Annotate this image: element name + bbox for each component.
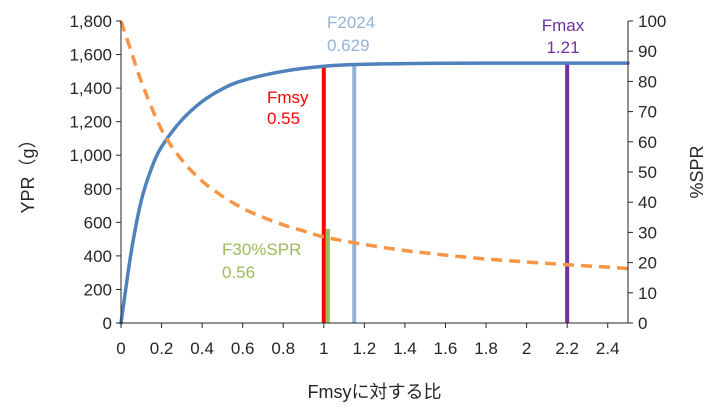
x-tick-label: 1.2 [353, 339, 377, 358]
y2-tick-label: 70 [638, 103, 657, 122]
y2-tick-label: 30 [638, 223, 657, 242]
annotation-label: F2024 [327, 13, 375, 32]
spr-dashed-line [119, 20, 629, 271]
x-tick-label: 0.4 [190, 339, 214, 358]
y2-axis-title: %SPR [687, 145, 707, 198]
x-tick-label: 1 [319, 339, 328, 358]
y2-tick-label: 80 [638, 72, 657, 91]
annotation-label: F30%SPR [222, 240, 301, 259]
x-tick-label: 0.2 [150, 339, 174, 358]
annotation-value: 0.56 [222, 263, 255, 282]
x-tick-label: 2 [522, 339, 531, 358]
x-tick-label: 0.8 [271, 339, 295, 358]
y2-tick-label: 100 [638, 12, 666, 31]
x-tick-label: 1.8 [474, 339, 498, 358]
axes [116, 20, 633, 328]
y-axis-title: YPR（g） [18, 130, 38, 213]
y2-tick-label: 10 [638, 284, 657, 303]
x-axis-title: Fmsyに対する比 [308, 382, 442, 402]
series-lines [119, 20, 630, 325]
reference-lines [321, 63, 570, 323]
tick-labels: 02004006008001,0001,2001,4001,6001,80001… [69, 12, 666, 358]
y2-tick-label: 50 [638, 163, 657, 182]
y-tick-label: 1,400 [69, 79, 112, 98]
y2-tick-label: 20 [638, 254, 657, 273]
y-tick-label: 0 [103, 314, 112, 333]
y-tick-label: 1,600 [69, 46, 112, 65]
annotation-value: 1.21 [546, 38, 579, 57]
y-tick-label: 1,800 [69, 12, 112, 31]
y-tick-label: 1,200 [69, 113, 112, 132]
y-tick-label: 600 [84, 213, 112, 232]
x-tick-label: 0 [116, 339, 125, 358]
ypr-line [119, 61, 630, 325]
x-tick-label: 1.4 [393, 339, 417, 358]
annotation-label: Fmax [542, 16, 585, 35]
x-tick-label: 1.6 [434, 339, 458, 358]
y2-tick-label: 0 [638, 314, 647, 333]
y-tick-label: 800 [84, 180, 112, 199]
annotations: Fmsy 0.55 F30%SPR 0.56 F2024 0.629 Fmax 1.21 [222, 13, 585, 282]
y2-tick-label: 90 [638, 42, 657, 61]
y2-tick-label: 60 [638, 133, 657, 152]
x-tick-label: 2.2 [555, 339, 579, 358]
x-tick-label: 2.4 [596, 339, 620, 358]
annotation-label: Fmsy [267, 88, 309, 107]
annotation-value: 0.55 [267, 109, 300, 128]
y-tick-label: 1,000 [69, 146, 112, 165]
y-tick-label: 400 [84, 247, 112, 266]
x-tick-label: 0.6 [231, 339, 255, 358]
y-tick-label: 200 [84, 280, 112, 299]
annotation-value: 0.629 [327, 36, 370, 55]
y2-tick-label: 40 [638, 193, 657, 212]
